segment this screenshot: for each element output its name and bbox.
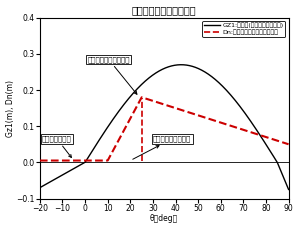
Text: 右舷側初期傾斜: 右舷側初期傾斜 — [42, 136, 72, 158]
X-axis label: θ（deg）: θ（deg） — [150, 214, 178, 224]
Y-axis label: Gz1(m), Dn(m): Gz1(m), Dn(m) — [6, 80, 15, 137]
Text: コッドが左舷側へ移動: コッドが左舷側へ移動 — [87, 56, 137, 94]
Title: 復原力と傾斜モーメント: 復原力と傾斜モーメント — [132, 5, 196, 16]
Text: 網胴が左舷側へ移動: 網胴が左舷側へ移動 — [133, 136, 191, 159]
Legend: GZ1:復原力(自由水影響を考慮), Dn:可動物による傾斜倒力てこ: GZ1:復原力(自由水影響を考慮), Dn:可動物による傾斜倒力てこ — [202, 21, 286, 37]
